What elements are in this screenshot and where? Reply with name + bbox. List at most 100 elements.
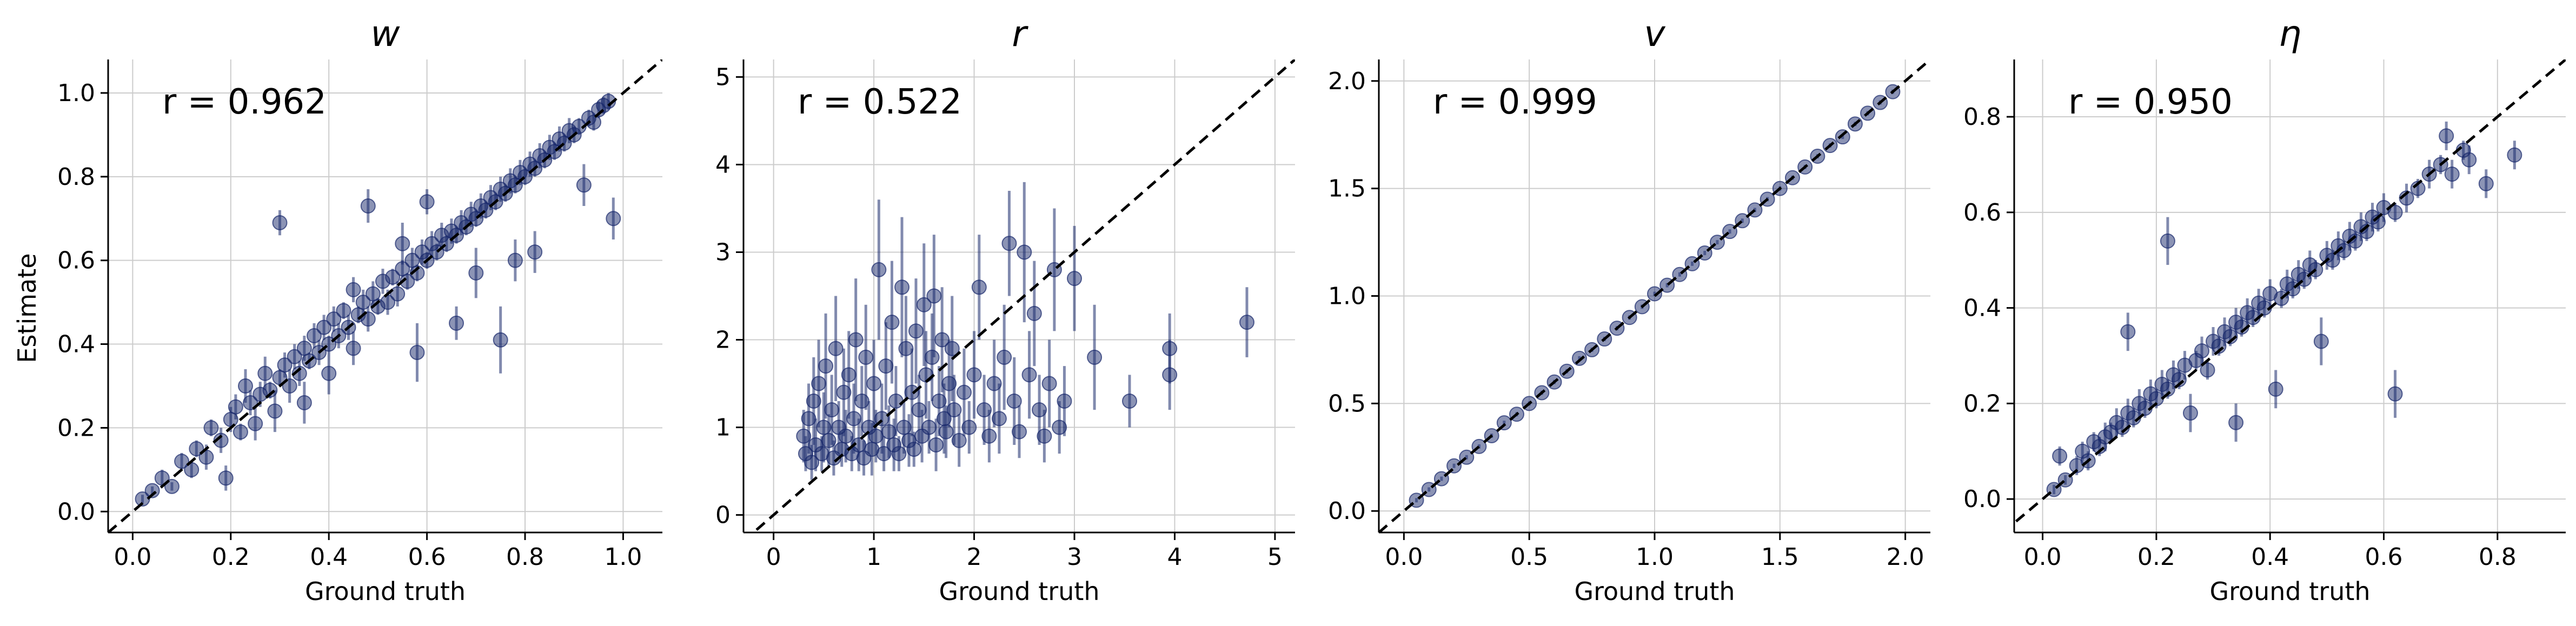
data-point <box>2228 415 2244 430</box>
data-point <box>981 428 997 444</box>
data-point <box>248 416 263 431</box>
data-point <box>527 244 543 260</box>
data-point <box>2461 152 2477 168</box>
data-point <box>911 402 927 418</box>
data-point <box>1571 350 1587 366</box>
correlation-annotation: r = 0.950 <box>2068 82 2233 122</box>
data-point <box>938 424 954 439</box>
data-point <box>916 297 932 312</box>
data-point <box>858 349 874 365</box>
panel-v: 0.0 0.5 1.0 1.5 2.0 0.0 0.5 1.0 1.5 2.0 v Ground tr… <box>1328 13 1930 606</box>
data-point <box>385 269 401 285</box>
y-tick-label: 2 <box>715 327 731 354</box>
data-point <box>961 419 977 435</box>
data-point <box>267 403 283 419</box>
data-points <box>796 182 1254 480</box>
data-point <box>287 349 302 364</box>
panel-w: 0.0 0.2 0.4 0.6 0.8 1.0 0.0 0.2 0.4 0.6 0.8 1.0 w Gro… <box>57 13 662 606</box>
data-point <box>951 432 967 448</box>
y-tick-label: 0.4 <box>57 331 95 358</box>
data-point <box>926 288 942 304</box>
data-point <box>174 454 190 469</box>
data-point <box>1835 129 1850 145</box>
y-tick-label: 3 <box>715 238 731 266</box>
x-tick-label: 0.0 <box>114 543 151 571</box>
data-point <box>409 345 425 361</box>
data-point <box>1012 424 1027 439</box>
data-point <box>449 315 464 331</box>
data-point <box>2478 176 2494 191</box>
data-point <box>1647 286 1662 302</box>
correlation-annotation: r = 0.522 <box>798 82 962 122</box>
data-point <box>796 428 812 444</box>
data-point <box>2268 381 2283 397</box>
data-point <box>189 441 204 457</box>
data-point <box>360 311 376 327</box>
data-point <box>135 491 150 507</box>
data-point <box>824 402 840 418</box>
data-point <box>871 262 887 277</box>
identity-line <box>108 59 662 532</box>
data-point <box>891 446 907 462</box>
x-axis-label: Ground truth <box>939 577 1099 606</box>
x-tick-label: 1.0 <box>604 543 642 571</box>
data-point <box>2182 405 2198 421</box>
x-axis-label: Ground truth <box>2209 577 2370 606</box>
data-point <box>828 341 844 356</box>
panel-title-r: r <box>1012 13 1028 55</box>
data-point <box>493 332 508 348</box>
data-point <box>986 376 1002 391</box>
y-tick-label: 0.0 <box>1328 497 1366 525</box>
x-tick-label: 0.0 <box>1385 543 1423 571</box>
data-points <box>135 92 621 507</box>
x-tick-label: 0.2 <box>212 543 250 571</box>
x-tick-label: 0.5 <box>1510 543 1548 571</box>
data-point <box>213 432 229 448</box>
y-tick-label: 1.0 <box>1328 283 1366 310</box>
x-tick-label: 1 <box>866 543 881 571</box>
x-axis-label: Ground truth <box>1574 577 1735 606</box>
x-tick-label: 0.0 <box>2024 543 2062 571</box>
x-tick-label: 1.5 <box>1761 543 1799 571</box>
data-point <box>257 365 273 381</box>
data-point <box>1067 271 1082 287</box>
data-point <box>928 437 944 452</box>
data-point <box>243 395 258 410</box>
data-point <box>1087 349 1103 365</box>
data-point <box>144 483 160 498</box>
data-point <box>576 177 592 193</box>
data-point <box>2120 324 2136 339</box>
data-point <box>2387 204 2403 220</box>
data-point <box>507 252 523 268</box>
y-tick-label: 1 <box>715 414 731 442</box>
data-point <box>306 328 322 344</box>
data-point <box>818 358 834 374</box>
data-point <box>1057 393 1072 409</box>
y-tick-label: 5 <box>715 63 731 91</box>
x-tick-label: 0.4 <box>310 543 348 571</box>
x-tick-label: 0 <box>766 543 781 571</box>
data-point <box>876 446 892 462</box>
data-point <box>921 419 937 435</box>
data-point <box>571 118 587 134</box>
data-point <box>2387 386 2403 402</box>
data-point <box>326 311 342 327</box>
data-point <box>355 295 371 310</box>
data-point <box>888 393 904 409</box>
data-point <box>841 367 857 383</box>
y-tick-label: 1.0 <box>57 79 95 107</box>
data-point <box>971 279 987 295</box>
y-tick-label: 2.0 <box>1328 68 1366 95</box>
data-point <box>203 420 219 436</box>
y-tick-label: 1.5 <box>1328 175 1366 203</box>
x-tick-label: 1.0 <box>1636 543 1674 571</box>
data-point <box>1026 305 1042 321</box>
y-tick-label: 0.0 <box>1963 485 2001 513</box>
data-point <box>2194 343 2210 359</box>
data-point <box>908 323 924 339</box>
y-tick-label: 0.2 <box>57 414 95 442</box>
y-tick-label: 0.8 <box>57 163 95 191</box>
correlation-annotation: r = 0.962 <box>162 82 327 122</box>
data-point <box>2160 233 2175 249</box>
data-point <box>1052 419 1067 435</box>
